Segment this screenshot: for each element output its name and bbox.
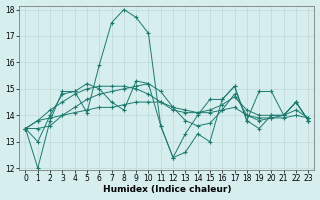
X-axis label: Humidex (Indice chaleur): Humidex (Indice chaleur) bbox=[103, 185, 231, 194]
